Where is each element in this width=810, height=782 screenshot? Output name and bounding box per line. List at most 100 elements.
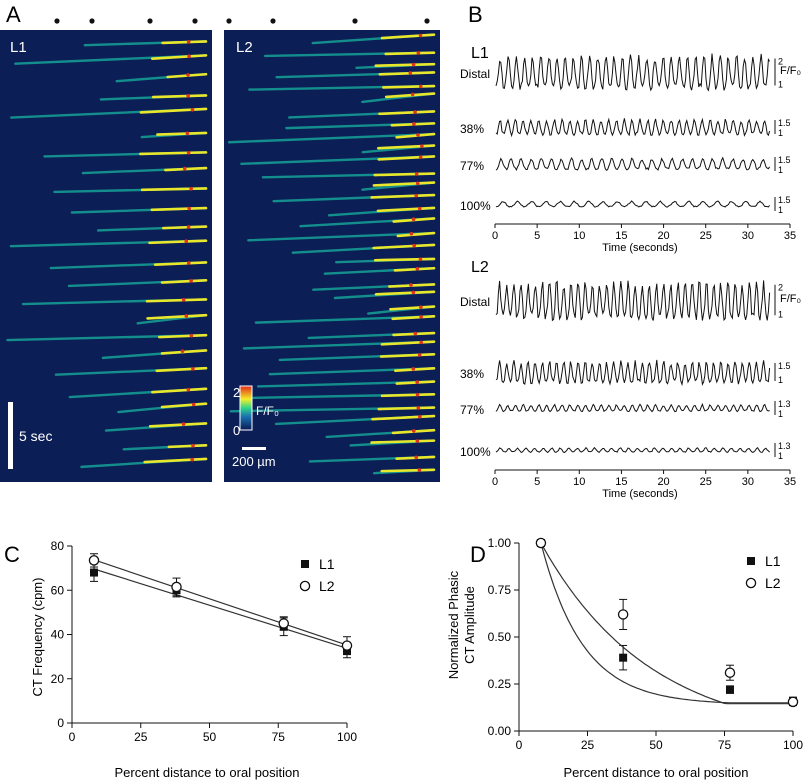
contraction-streak-peak xyxy=(143,457,208,464)
contraction-streak-peak xyxy=(376,206,436,213)
contraction-peak-spot xyxy=(418,257,423,262)
colorbar-min: 0 xyxy=(233,423,240,438)
contraction-peak-spot xyxy=(186,73,190,77)
trace-label: 77% xyxy=(460,403,484,417)
y-tick-label: 0.75 xyxy=(488,583,512,597)
space-scale-bar xyxy=(242,447,266,450)
contraction-streak-peak xyxy=(155,366,208,373)
contraction-streak-peak xyxy=(377,406,436,411)
trace-scale-top: 1.3 xyxy=(778,399,791,409)
chart-d: 0 25 50 75 100 0.00 0.25 0.50 0.75 1.00 L1 L2 xyxy=(488,536,804,752)
x-tick-label: 75 xyxy=(272,730,286,744)
contraction-streak-peak xyxy=(391,315,436,321)
contraction-streak-peak xyxy=(151,54,208,60)
contraction-peak-spot xyxy=(410,92,415,97)
contraction-streak-peak xyxy=(139,107,208,114)
space-scale-label: 200 µm xyxy=(232,454,276,469)
contraction-streak-peak xyxy=(389,305,436,311)
contraction-peak-spot xyxy=(186,225,191,229)
contraction-peak-spot xyxy=(184,239,189,244)
x-tick-label: 75 xyxy=(718,738,732,752)
y-tick-label: 40 xyxy=(51,628,65,642)
contraction-peak-spot xyxy=(420,144,424,149)
contraction-peak-spot xyxy=(413,331,418,336)
contraction-peak-spot xyxy=(418,415,422,419)
time-scale-label: 5 sec xyxy=(19,428,52,444)
calcium-trace xyxy=(495,53,771,92)
contraction-streak-peak xyxy=(377,155,436,161)
trace-label: 100% xyxy=(460,445,491,459)
kymograph-l2-title: L2 xyxy=(236,39,253,56)
contraction-streak-peak xyxy=(378,110,436,116)
time-axis-label: Time (seconds) xyxy=(602,488,677,500)
contraction-peak-spot xyxy=(414,172,419,176)
contraction-peak-spot xyxy=(409,231,414,236)
data-point-l2 xyxy=(724,667,736,678)
x-tick-label: 100 xyxy=(337,730,357,744)
time-axis-tick-label: 10 xyxy=(573,476,585,488)
contraction-peak-spot xyxy=(190,457,195,462)
trace-scale-bottom: 1 xyxy=(778,128,783,138)
contraction-peak-spot xyxy=(419,315,423,319)
trace-scale-top: 1.5 xyxy=(778,118,791,128)
contraction-streak-peak xyxy=(140,187,208,192)
time-axis-tick-label: 30 xyxy=(742,476,754,488)
contraction-peak-spot xyxy=(189,333,194,338)
trace-label: 38% xyxy=(460,367,484,381)
contraction-peak-spot xyxy=(418,155,423,159)
time-axis-label: Time (seconds) xyxy=(602,242,677,254)
x-tick-label: 50 xyxy=(203,730,217,744)
y-tick-label: 0.50 xyxy=(488,630,512,644)
legend-marker xyxy=(301,560,309,568)
stimulus-dot xyxy=(54,18,60,24)
legend-label: L1 xyxy=(765,553,781,569)
stimulus-dot xyxy=(270,18,276,24)
stimulus-dot xyxy=(192,18,198,24)
contraction-streak-peak xyxy=(396,231,436,238)
calcium-trace xyxy=(495,156,771,172)
time-axis-tick-label: 35 xyxy=(784,476,796,488)
trace-scale-bottom: 1 xyxy=(778,309,783,319)
contraction-streak-peak xyxy=(378,71,436,76)
contraction-peak-spot xyxy=(414,193,419,198)
trace-scale-bottom: 1 xyxy=(778,375,783,385)
contraction-peak-spot xyxy=(413,110,417,114)
contraction-streak-peak xyxy=(376,144,436,150)
contraction-peak-spot xyxy=(415,392,420,397)
x-tick-label: 100 xyxy=(783,738,803,752)
trace-scale-top: 2 xyxy=(778,283,783,293)
contraction-streak-peak xyxy=(151,94,208,99)
contraction-peak-spot xyxy=(191,367,195,371)
contraction-peak-spot xyxy=(189,187,193,191)
calcium-trace xyxy=(495,402,770,413)
contraction-peak-spot xyxy=(186,94,190,98)
calcium-trace xyxy=(495,446,770,454)
chart-c-xlabel: Percent distance to oral position xyxy=(115,765,300,780)
contraction-streak-peak xyxy=(151,387,208,394)
contraction-peak-spot xyxy=(415,266,420,271)
kymograph-streaks xyxy=(6,33,436,475)
time-axis-tick-label: 30 xyxy=(742,230,754,242)
contraction-streak-peak xyxy=(374,62,436,67)
trace-group-title: L2 xyxy=(471,259,489,276)
stimulus-dot xyxy=(147,18,153,24)
contraction-streak-peak xyxy=(370,439,436,444)
contraction-streak-peak xyxy=(380,340,436,346)
contraction-peak-spot xyxy=(412,122,416,126)
fit-line xyxy=(540,542,793,705)
contraction-peak-spot xyxy=(191,402,196,407)
contraction-streak-peak xyxy=(395,132,436,139)
contraction-streak-peak xyxy=(372,243,436,250)
stimulus-dot xyxy=(226,18,232,24)
y-tick-label: 60 xyxy=(51,583,65,597)
contraction-streak-peak xyxy=(146,313,208,320)
contraction-streak-peak xyxy=(370,193,436,199)
calcium-trace xyxy=(495,280,771,322)
contraction-streak-peak xyxy=(148,422,208,428)
data-point-l2 xyxy=(787,696,799,708)
data-point-l2 xyxy=(88,555,100,566)
trace-label: Distal xyxy=(460,67,490,81)
x-tick-label: 0 xyxy=(516,738,523,752)
contraction-streak-peak xyxy=(153,261,208,266)
